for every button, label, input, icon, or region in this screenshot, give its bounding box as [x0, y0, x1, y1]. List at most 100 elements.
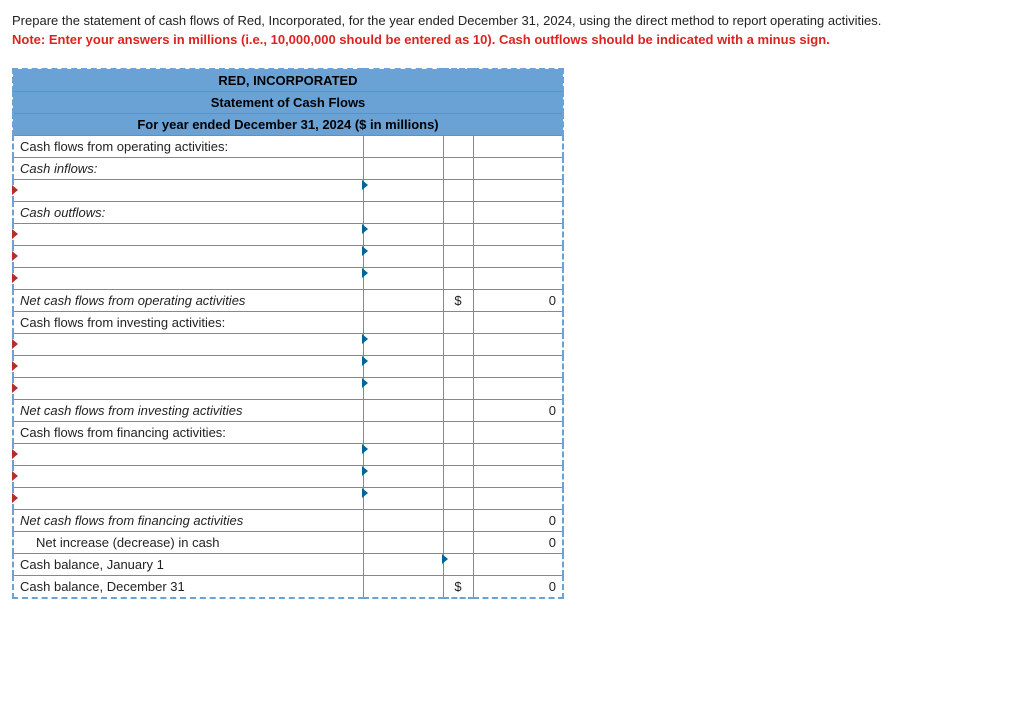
cell: [473, 179, 563, 201]
cell: [443, 245, 473, 267]
label-cash-inflows: Cash inflows:: [13, 157, 363, 179]
inflow-amount-input[interactable]: [363, 179, 443, 201]
investing-item-select-1[interactable]: [13, 333, 363, 355]
investing-item-select-2[interactable]: [13, 355, 363, 377]
cell: [443, 223, 473, 245]
cell: [363, 135, 443, 157]
currency-symbol: $: [443, 289, 473, 311]
financing-amount-input-2[interactable]: [363, 465, 443, 487]
cell: [473, 135, 563, 157]
value-net-increase: 0: [473, 531, 563, 553]
cell: [443, 421, 473, 443]
financing-amount-input-1[interactable]: [363, 443, 443, 465]
cell: [473, 267, 563, 289]
cell: [473, 487, 563, 509]
label-bal-jan1: Cash balance, January 1: [13, 553, 363, 575]
investing-amount-input-1[interactable]: [363, 333, 443, 355]
financing-item-select-1[interactable]: [13, 443, 363, 465]
financing-amount-input-3[interactable]: [363, 487, 443, 509]
financing-item-select-3[interactable]: [13, 487, 363, 509]
label-bal-dec31: Cash balance, December 31: [13, 575, 363, 598]
amount-input[interactable]: [370, 183, 437, 198]
cell: [443, 487, 473, 509]
outflow-item-select-3[interactable]: [13, 267, 363, 289]
cell: [443, 465, 473, 487]
cell: [443, 333, 473, 355]
amount-input[interactable]: [480, 557, 557, 572]
cell: [363, 575, 443, 598]
label-net-operating: Net cash flows from operating activities: [13, 289, 363, 311]
cell: [473, 223, 563, 245]
cell: [443, 267, 473, 289]
cell: [363, 531, 443, 553]
cell: [443, 311, 473, 333]
amount-input[interactable]: [370, 381, 437, 396]
cell: [363, 399, 443, 421]
cell: [443, 355, 473, 377]
cell: [443, 135, 473, 157]
bal-jan1-input[interactable]: [473, 553, 563, 575]
amount-input[interactable]: [370, 337, 437, 352]
cell: [363, 311, 443, 333]
cell: [443, 179, 473, 201]
outflow-item-select-2[interactable]: [13, 245, 363, 267]
cash-flow-table: RED, INCORPORATED Statement of Cash Flow…: [12, 68, 564, 599]
investing-amount-input-2[interactable]: [363, 355, 443, 377]
instructions-block: Prepare the statement of cash flows of R…: [12, 12, 1004, 50]
cell: [473, 465, 563, 487]
cell: [443, 553, 473, 575]
cell: [443, 531, 473, 553]
cell: [473, 311, 563, 333]
cell: [363, 289, 443, 311]
label-financing-header: Cash flows from financing activities:: [13, 421, 363, 443]
outflow-amount-input-2[interactable]: [363, 245, 443, 267]
amount-input[interactable]: [370, 227, 437, 242]
cell: [363, 157, 443, 179]
label-cash-outflows: Cash outflows:: [13, 201, 363, 223]
cell: [443, 377, 473, 399]
outflow-item-select-1[interactable]: [13, 223, 363, 245]
amount-input[interactable]: [370, 491, 437, 506]
title-row-1: RED, INCORPORATED: [13, 69, 563, 92]
cell: [473, 355, 563, 377]
label-investing-header: Cash flows from investing activities:: [13, 311, 363, 333]
amount-input[interactable]: [370, 469, 437, 484]
outflow-amount-input-1[interactable]: [363, 223, 443, 245]
label-net-increase: Net increase (decrease) in cash: [13, 531, 363, 553]
inflow-item-select[interactable]: [13, 179, 363, 201]
cell: [473, 443, 563, 465]
cell: [363, 201, 443, 223]
cell: [363, 509, 443, 531]
instruction-note: Note: Enter your answers in millions (i.…: [12, 32, 830, 47]
value-net-financing: 0: [473, 509, 563, 531]
cell: [473, 377, 563, 399]
label-operating-header: Cash flows from operating activities:: [13, 135, 363, 157]
title-row-3: For year ended December 31, 2024 ($ in m…: [13, 113, 563, 135]
amount-input[interactable]: [370, 447, 437, 462]
cell: [473, 333, 563, 355]
label-net-financing: Net cash flows from financing activities: [13, 509, 363, 531]
value-net-investing: 0: [473, 399, 563, 421]
financing-item-select-2[interactable]: [13, 465, 363, 487]
investing-amount-input-3[interactable]: [363, 377, 443, 399]
cell: [473, 245, 563, 267]
cell: [363, 553, 443, 575]
cell: [443, 443, 473, 465]
currency-symbol: $: [443, 575, 473, 598]
cell: [443, 399, 473, 421]
amount-input[interactable]: [370, 249, 437, 264]
value-net-operating: 0: [473, 289, 563, 311]
cell: [443, 509, 473, 531]
title-row-2: Statement of Cash Flows: [13, 91, 563, 113]
cell: [473, 157, 563, 179]
value-bal-dec31: 0: [473, 575, 563, 598]
cell: [443, 157, 473, 179]
investing-item-select-3[interactable]: [13, 377, 363, 399]
outflow-amount-input-3[interactable]: [363, 267, 443, 289]
cell: [473, 421, 563, 443]
amount-input[interactable]: [370, 271, 437, 286]
cell: [443, 201, 473, 223]
cell: [363, 421, 443, 443]
instruction-text: Prepare the statement of cash flows of R…: [12, 13, 881, 28]
amount-input[interactable]: [370, 359, 437, 374]
